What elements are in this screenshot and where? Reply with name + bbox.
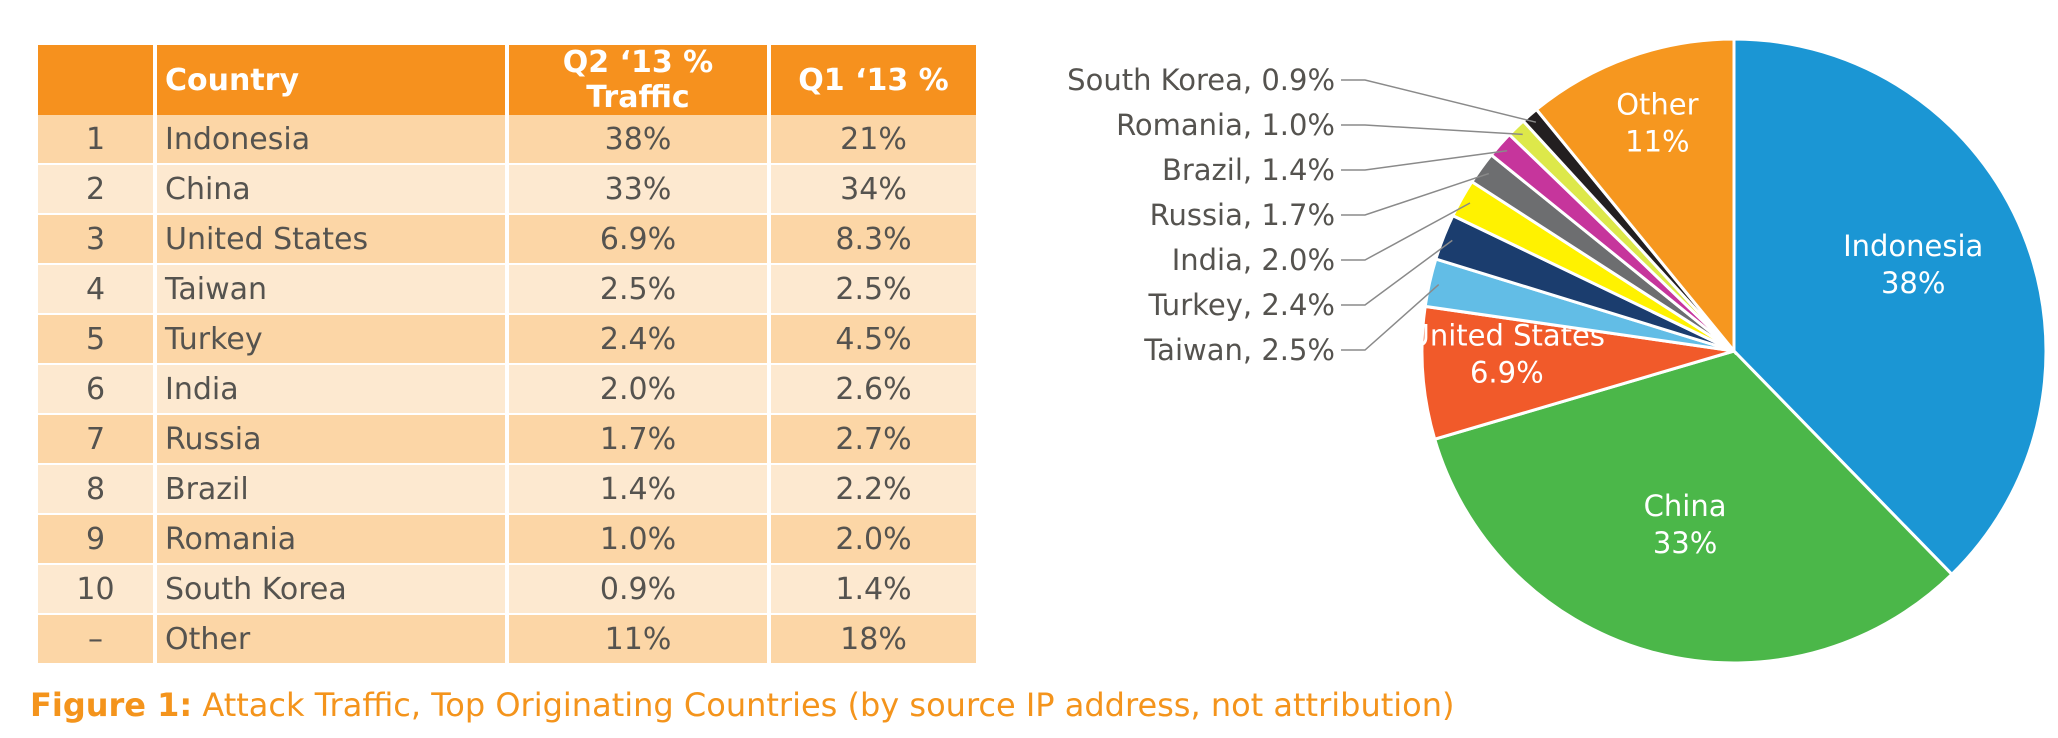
slice-callout-label: India, 2.0% bbox=[1172, 243, 1335, 277]
leader-line bbox=[1341, 284, 1440, 351]
q1-cell: 2.5% bbox=[771, 265, 976, 315]
rank-cell: 1 bbox=[38, 115, 157, 165]
q2-cell: 1.7% bbox=[509, 415, 771, 465]
q2-cell: 33% bbox=[509, 165, 771, 215]
country-header: Country bbox=[157, 45, 509, 115]
table-row: 10 South Korea 0.9% 1.4% bbox=[38, 565, 976, 615]
q1-cell: 2.2% bbox=[771, 465, 976, 515]
table-row: 2 China 33% 34% bbox=[38, 165, 976, 215]
q1-cell: 8.3% bbox=[771, 215, 976, 265]
slice-label: 38% bbox=[1881, 266, 1945, 300]
q2-cell: 38% bbox=[509, 115, 771, 165]
slice-callout-label: Russia, 1.7% bbox=[1150, 198, 1335, 232]
country-cell: United States bbox=[157, 215, 509, 265]
rank-cell: 5 bbox=[38, 315, 157, 365]
country-cell: Indonesia bbox=[157, 115, 509, 165]
q1-cell: 2.7% bbox=[771, 415, 976, 465]
slice-callout-label: Romania, 1.0% bbox=[1116, 108, 1335, 142]
q2-cell: 11% bbox=[509, 615, 771, 665]
rank-cell: 9 bbox=[38, 515, 157, 565]
q1-cell: 2.6% bbox=[771, 365, 976, 415]
pie-slice-indonesia bbox=[1732, 37, 2048, 577]
leader-line bbox=[1341, 202, 1471, 261]
slice-label: Indonesia bbox=[1843, 229, 1983, 263]
rank-cell: 4 bbox=[38, 265, 157, 315]
slice-callout-label: Taiwan, 2.5% bbox=[1143, 333, 1335, 367]
country-cell: Brazil bbox=[157, 465, 509, 515]
pie-slice-china bbox=[1432, 349, 1954, 665]
caption-lead: Figure 1: bbox=[30, 686, 193, 724]
country-cell: Russia bbox=[157, 415, 509, 465]
table-row: 6 India 2.0% 2.6% bbox=[38, 365, 976, 415]
q1-cell: 4.5% bbox=[771, 315, 976, 365]
country-cell: Taiwan bbox=[157, 265, 509, 315]
slice-label: China bbox=[1644, 489, 1727, 523]
slice-label: 33% bbox=[1653, 526, 1717, 560]
q1-cell: 34% bbox=[771, 165, 976, 215]
rank-cell: 10 bbox=[38, 565, 157, 615]
figure-caption: Figure 1: Attack Traffic, Top Originatin… bbox=[30, 686, 1455, 724]
q1-cell: 1.4% bbox=[771, 565, 976, 615]
country-cell: South Korea bbox=[157, 565, 509, 615]
rank-header bbox=[38, 45, 157, 115]
table-row: 5 Turkey 2.4% 4.5% bbox=[38, 315, 976, 365]
q2-cell: 2.4% bbox=[509, 315, 771, 365]
slice-callout-label: South Korea, 0.9% bbox=[1067, 63, 1335, 97]
caption-text: Attack Traffic, Top Originating Countrie… bbox=[192, 686, 1455, 724]
leader-line bbox=[1341, 149, 1508, 171]
table-row: 3 United States 6.9% 8.3% bbox=[38, 215, 976, 265]
q2-cell: 6.9% bbox=[509, 215, 771, 265]
table-header-row: Country Q2 ‘13 % Traffic Q1 ‘13 % bbox=[38, 45, 976, 115]
slice-label: Other bbox=[1616, 88, 1698, 122]
traffic-table: Country Q2 ‘13 % Traffic Q1 ‘13 % 1 Indon… bbox=[38, 45, 976, 665]
rank-cell: 6 bbox=[38, 365, 157, 415]
rank-cell: 8 bbox=[38, 465, 157, 515]
q1-header: Q1 ‘13 % bbox=[771, 45, 976, 115]
q2-cell: 2.5% bbox=[509, 265, 771, 315]
rank-cell: 7 bbox=[38, 415, 157, 465]
q1-cell: 18% bbox=[771, 615, 976, 665]
table-row: 9 Romania 1.0% 2.0% bbox=[38, 515, 976, 565]
q2-cell: 1.0% bbox=[509, 515, 771, 565]
slice-label: 6.9% bbox=[1470, 355, 1544, 389]
rank-cell: 3 bbox=[38, 215, 157, 265]
slice-label: 11% bbox=[1625, 125, 1689, 159]
table-row: – Other 11% 18% bbox=[38, 615, 976, 665]
country-cell: Turkey bbox=[157, 315, 509, 365]
country-cell: Other bbox=[157, 615, 509, 665]
rank-cell: 2 bbox=[38, 165, 157, 215]
q2-cell: 1.4% bbox=[509, 465, 771, 515]
table-row: 1 Indonesia 38% 21% bbox=[38, 115, 976, 165]
country-cell: China bbox=[157, 165, 509, 215]
slice-callout-label: Brazil, 1.4% bbox=[1162, 153, 1335, 187]
table-row: 7 Russia 1.7% 2.7% bbox=[38, 415, 976, 465]
q2-header: Q2 ‘13 % Traffic bbox=[509, 45, 771, 115]
slice-callout-label: Turkey, 2.4% bbox=[1148, 288, 1336, 322]
q1-cell: 2.0% bbox=[771, 515, 976, 565]
pie-slice-other bbox=[1534, 37, 1736, 356]
country-cell: Romania bbox=[157, 515, 509, 565]
q2-cell: 0.9% bbox=[509, 565, 771, 615]
q2-cell: 2.0% bbox=[509, 365, 771, 415]
leader-line bbox=[1341, 172, 1490, 216]
leader-line bbox=[1341, 239, 1453, 306]
leader-line bbox=[1341, 79, 1537, 123]
country-cell: India bbox=[157, 365, 509, 415]
q1-cell: 21% bbox=[771, 115, 976, 165]
rank-cell: – bbox=[38, 615, 157, 665]
leader-line bbox=[1341, 124, 1523, 136]
table-row: 4 Taiwan 2.5% 2.5% bbox=[38, 265, 976, 315]
table-row: 8 Brazil 1.4% 2.2% bbox=[38, 465, 976, 515]
pie-slice-united-states bbox=[1420, 304, 1735, 442]
